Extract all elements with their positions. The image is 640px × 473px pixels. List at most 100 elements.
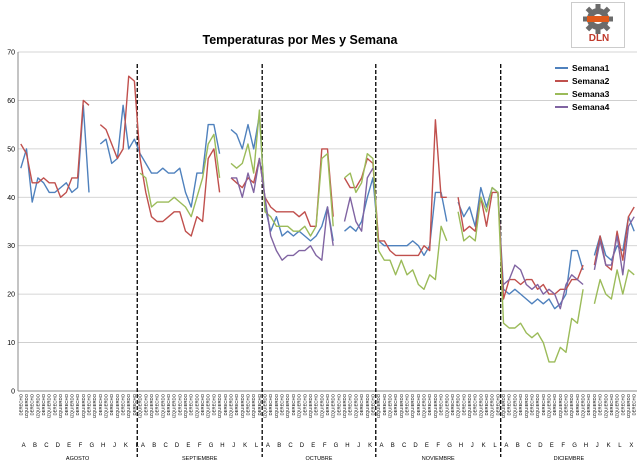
x-category-label: J xyxy=(471,443,474,449)
x-tick-label: IZQUIERDO xyxy=(501,393,506,418)
series-line-semana3 xyxy=(457,186,584,363)
x-tick-label: IZQUIERDO xyxy=(104,393,109,418)
x-tick-label: IZQUIERDO xyxy=(69,393,74,418)
x-tick-label: IZQUIERDO xyxy=(206,393,211,418)
series-line-semana1 xyxy=(230,114,334,242)
series-line-semana3 xyxy=(230,109,334,237)
x-tick-label: DERECHO xyxy=(245,393,250,415)
x-tick-label: DERECHO xyxy=(393,393,398,415)
x-tick-label: DERECHO xyxy=(177,393,182,415)
x-tick-label: IZQUIERDO xyxy=(444,393,449,418)
x-tick-label: DERECHO xyxy=(359,393,364,415)
x-tick-label: IZQUIERDO xyxy=(353,393,358,418)
x-tick-label: DERECHO xyxy=(52,393,57,415)
x-category-label: J xyxy=(113,443,116,449)
series-line-semana1 xyxy=(99,104,221,208)
x-tick-label: DERECHO xyxy=(552,393,557,415)
x-tick-label: DERECHO xyxy=(314,393,319,415)
x-tick-label: IZQUIERDO xyxy=(581,393,586,418)
x-tick-label: IZQUIERDO xyxy=(183,393,188,418)
x-tick-label: DERECHO xyxy=(427,393,432,415)
y-tick-label: 0 xyxy=(11,389,15,396)
x-tick-label: IZQUIERDO xyxy=(308,393,313,418)
x-tick-label: DERECHO xyxy=(143,393,148,415)
x-tick-label: IZQUIERDO xyxy=(365,393,370,418)
x-tick-label: IZQUIERDO xyxy=(172,393,177,418)
legend-item-semana3: Semana3 xyxy=(555,87,640,100)
x-tick-label: DERECHO xyxy=(336,393,341,415)
x-category-label: F xyxy=(561,443,565,449)
series-line-semana2 xyxy=(343,119,447,257)
x-tick-label: IZQUIERDO xyxy=(512,393,517,418)
x-tick-label: IZQUIERDO xyxy=(456,393,461,418)
y-tick-label: 10 xyxy=(7,340,15,347)
x-category-label: A xyxy=(379,443,383,449)
x-tick-label: IZQUIERDO xyxy=(546,393,551,418)
x-tick-label: IZQUIERDO xyxy=(285,393,290,418)
y-tick-label: 20 xyxy=(7,292,15,299)
x-tick-label: IZQUIERDO xyxy=(149,393,154,418)
x-category-label: C xyxy=(163,443,168,449)
legend-label: Semana4 xyxy=(572,101,610,112)
x-category-label: B xyxy=(33,443,37,449)
x-category-label: F xyxy=(323,443,327,449)
month-label: SEPTIEMBRE xyxy=(182,456,218,462)
x-tick-label: IZQUIERDO xyxy=(626,393,631,418)
x-tick-label: DERECHO xyxy=(155,393,160,415)
x-tick-label: DERECHO xyxy=(529,393,534,415)
x-tick-label: IZQUIERDO xyxy=(81,393,86,418)
x-tick-label: IZQUIERDO xyxy=(490,393,495,418)
series-line-semana3 xyxy=(344,152,448,290)
x-tick-label: IZQUIERDO xyxy=(615,393,620,418)
x-tick-label: IZQUIERDO xyxy=(422,393,427,418)
x-category-label: L xyxy=(255,443,259,449)
x-tick-label: IZQUIERDO xyxy=(592,393,597,418)
x-category-label: G xyxy=(572,443,577,449)
x-tick-label: DERECHO xyxy=(132,393,137,415)
series-line-semana1 xyxy=(20,104,90,203)
series-line-semana2 xyxy=(20,99,90,199)
series-line-semana4 xyxy=(503,264,584,310)
x-category-label: L xyxy=(618,443,622,449)
x-tick-label: DERECHO xyxy=(325,393,330,415)
x-category-label: D xyxy=(538,443,543,449)
x-tick-label: DERECHO xyxy=(473,393,478,415)
x-tick-label: DERECHO xyxy=(564,393,569,415)
x-category-label: B xyxy=(152,443,156,449)
x-tick-label: IZQUIERDO xyxy=(24,393,29,418)
series-line-semana3 xyxy=(139,133,221,218)
x-tick-label: IZQUIERDO xyxy=(126,393,131,418)
x-category-label: E xyxy=(186,443,190,449)
x-category-label: A xyxy=(504,443,508,449)
x-tick-label: DERECHO xyxy=(507,393,512,415)
x-tick-label: DERECHO xyxy=(234,393,239,415)
month-label: OCTUBRE xyxy=(306,456,333,462)
x-tick-label: DERECHO xyxy=(291,393,296,415)
x-tick-label: IZQUIERDO xyxy=(319,393,324,418)
x-tick-label: DERECHO xyxy=(405,393,410,415)
x-category-label: J xyxy=(596,443,599,449)
x-tick-label: DERECHO xyxy=(586,393,591,415)
x-tick-label: IZQUIERDO xyxy=(58,393,63,418)
series-line-semana2 xyxy=(99,75,221,237)
x-tick-label: IZQUIERDO xyxy=(535,393,540,418)
x-category-label: K xyxy=(124,443,128,449)
x-tick-label: DERECHO xyxy=(30,393,35,415)
x-tick-label: DERECHO xyxy=(632,393,637,415)
x-category-label: J xyxy=(232,443,235,449)
x-category-label: K xyxy=(243,443,247,449)
x-tick-label: DERECHO xyxy=(98,393,103,415)
x-category-label: A xyxy=(141,443,145,449)
y-tick-label: 50 xyxy=(7,146,15,153)
x-tick-label: DERECHO xyxy=(41,393,46,415)
series-line-semana4 xyxy=(343,167,374,232)
x-category-label: A xyxy=(22,443,26,449)
legend-swatch xyxy=(555,92,568,95)
x-tick-label: DERECHO xyxy=(370,393,375,415)
x-tick-label: DERECHO xyxy=(461,393,466,415)
x-tick-label: DERECHO xyxy=(518,393,523,415)
x-tick-label: DERECHO xyxy=(439,393,444,415)
legend-swatch xyxy=(555,66,568,69)
x-tick-label: IZQUIERDO xyxy=(410,393,415,418)
x-tick-label: DERECHO xyxy=(18,393,23,415)
